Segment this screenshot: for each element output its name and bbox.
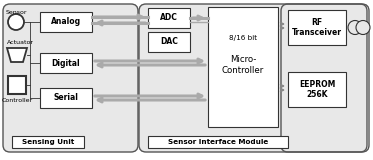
FancyBboxPatch shape	[40, 12, 92, 32]
FancyBboxPatch shape	[139, 4, 367, 152]
Text: Serial: Serial	[54, 93, 78, 103]
FancyBboxPatch shape	[148, 136, 288, 148]
Text: ADC: ADC	[160, 13, 178, 23]
FancyBboxPatch shape	[12, 136, 84, 148]
Circle shape	[8, 14, 24, 30]
Text: Controller: Controller	[1, 99, 32, 104]
FancyBboxPatch shape	[8, 76, 26, 94]
Text: Actuator: Actuator	[7, 40, 34, 45]
Text: 8/16 bit: 8/16 bit	[229, 35, 257, 41]
Text: Sensor Interface Module: Sensor Interface Module	[168, 139, 268, 145]
Polygon shape	[7, 48, 27, 62]
Text: Sensing Unit: Sensing Unit	[22, 139, 74, 145]
Text: EEPROM
256K: EEPROM 256K	[299, 80, 335, 99]
FancyBboxPatch shape	[3, 4, 138, 152]
FancyBboxPatch shape	[148, 32, 190, 52]
Circle shape	[348, 20, 362, 35]
Text: Sensor: Sensor	[5, 9, 27, 15]
Text: Digital: Digital	[52, 59, 80, 68]
FancyBboxPatch shape	[208, 7, 278, 127]
FancyBboxPatch shape	[288, 10, 346, 45]
Circle shape	[356, 20, 370, 35]
FancyBboxPatch shape	[40, 53, 92, 73]
Text: DAC: DAC	[160, 37, 178, 47]
Text: Micro-
Controller: Micro- Controller	[222, 55, 264, 75]
Text: RF
Transceiver: RF Transceiver	[292, 18, 342, 37]
FancyBboxPatch shape	[148, 8, 190, 28]
Text: Analog: Analog	[51, 17, 81, 27]
FancyBboxPatch shape	[40, 88, 92, 108]
FancyBboxPatch shape	[288, 72, 346, 107]
